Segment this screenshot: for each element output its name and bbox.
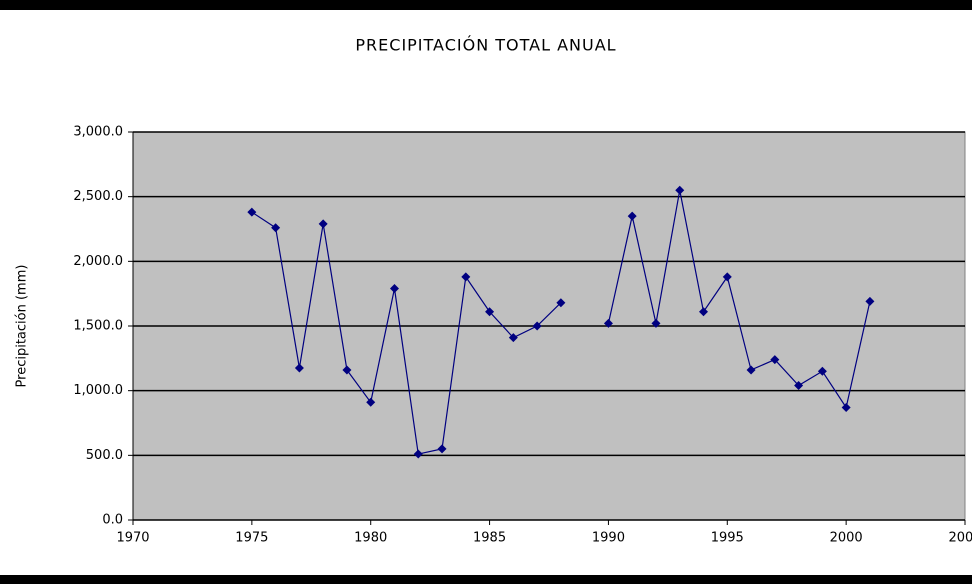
y-tick-label: 0.0 (102, 513, 123, 528)
x-tick-label: 1995 (711, 531, 744, 546)
marker (318, 219, 328, 229)
line (251, 190, 871, 455)
marker (342, 365, 352, 375)
x-tick-label: 1980 (354, 531, 387, 546)
marker (389, 283, 399, 293)
marker (247, 207, 257, 217)
marker (865, 296, 875, 306)
y-tick-label: 500.0 (86, 448, 123, 463)
marker (675, 185, 685, 195)
x-tick-label: 1970 (116, 531, 149, 546)
y-tick-label: 3,000.0 (73, 125, 123, 140)
x-tick-label: 1990 (592, 531, 625, 546)
y-axis-label: Precipitación (mm) (15, 265, 30, 388)
y-tick-label: 2,000.0 (73, 254, 123, 269)
marker (532, 321, 542, 331)
marker (722, 272, 732, 282)
top-border (0, 0, 972, 10)
marker (508, 333, 518, 343)
marker (461, 272, 471, 282)
marker (413, 449, 423, 459)
marker (437, 444, 447, 454)
marker (271, 223, 281, 233)
x-tick-label: 2000 (830, 531, 863, 546)
marker (841, 402, 851, 412)
y-tick-label: 1,500.0 (73, 319, 123, 334)
marker (817, 366, 827, 376)
marker (556, 298, 566, 308)
marker (627, 211, 637, 221)
marker (366, 397, 376, 407)
x-tick-label: 2005 (948, 531, 972, 546)
x-tick-label: 1975 (235, 531, 268, 546)
marker (746, 365, 756, 375)
y-tick-label: 2,500.0 (73, 189, 123, 204)
marker (651, 318, 661, 328)
marker (603, 318, 613, 328)
y-tick-label: 1,000.0 (73, 383, 123, 398)
marker (294, 363, 304, 373)
marker (794, 380, 804, 390)
chart-title: PRECIPITACIÓN TOTAL ANUAL (355, 36, 616, 55)
marker (770, 355, 780, 365)
marker (485, 307, 495, 317)
bottom-border (0, 575, 972, 584)
marker (699, 307, 709, 317)
x-tick-label: 1985 (473, 531, 506, 546)
